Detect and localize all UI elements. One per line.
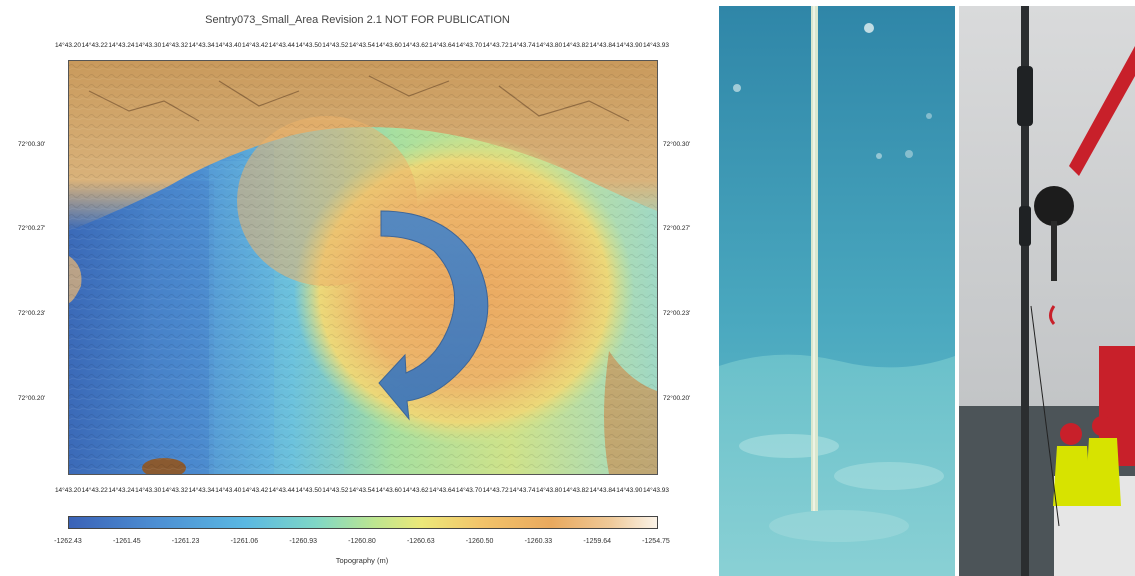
longitude-tick-label: 14°43.42 <box>242 487 269 494</box>
longitude-tick-label: 14°43.90 <box>616 42 643 49</box>
longitude-tick-label: 14°43.22 <box>81 487 108 494</box>
ship-deck-photo <box>959 6 1135 576</box>
longitude-tick-label: 14°43.70 <box>455 42 482 49</box>
colorbar-tick-label: -1262.43 <box>54 538 82 545</box>
longitude-tick-label: 14°43.84 <box>589 487 616 494</box>
latitude-tick-label: 72°00.23' <box>663 310 691 317</box>
longitude-tick-label: 14°43.72 <box>482 42 509 49</box>
longitude-tick-label: 14°43.40 <box>215 487 242 494</box>
longitude-tick-label: 14°43.52 <box>322 42 349 49</box>
colorbar-ticks: -1262.43 -1261.45 -1261.23 -1261.06 -1260.93… <box>54 538 670 550</box>
latitude-tick-label: 72°00.20' <box>18 395 46 402</box>
longitude-tick-label: 14°43.90 <box>616 487 643 494</box>
longitude-tick-label: 14°43.74 <box>509 487 536 494</box>
colorbar-tick-label: -1260.80 <box>348 538 376 545</box>
longitude-tick-label: 14°43.64 <box>429 487 456 494</box>
bathymetry-map <box>68 60 658 475</box>
longitude-tick-label: 14°43.54 <box>348 42 376 49</box>
crew-member <box>1085 438 1121 506</box>
longitude-tick-label: 14°43.20 <box>54 42 82 49</box>
colorbar-tick-label: -1260.50 <box>465 538 494 545</box>
longitude-tick-label: 14°43.80 <box>536 487 563 494</box>
longitude-tick-label: 14°43.62 <box>402 42 429 49</box>
longitude-tick-label: 14°43.24 <box>108 42 135 49</box>
longitude-tick-label: 14°43.84 <box>589 42 616 49</box>
longitude-tick-label: 14°43.50 <box>295 42 322 49</box>
seafloor-core-photo <box>719 6 955 576</box>
longitude-tick-label: 14°43.74 <box>509 42 536 49</box>
longitude-tick-label: 14°43.30 <box>135 487 162 494</box>
longitude-tick-label: 14°43.82 <box>562 42 589 49</box>
longitude-tick-label: 14°43.93 <box>642 42 670 49</box>
longitude-tick-label: 14°43.44 <box>268 42 295 49</box>
longitude-tick-label: 14°43.60 <box>375 487 402 494</box>
colorbar-tick-label: -1260.93 <box>289 538 318 545</box>
latitude-tick-label: 72°00.27' <box>663 225 691 232</box>
latitude-tick-label: 72°00.30' <box>18 141 46 148</box>
bathymetry-map-panel: Sentry073_Small_Area Revision 2.1 NOT FO… <box>18 14 700 565</box>
longitude-tick-label: 14°43.32 <box>161 487 188 494</box>
colorbar-label: Topography (m) <box>335 556 389 565</box>
colorbar-tick-label: -1260.33 <box>524 538 553 545</box>
map-title: Sentry073_Small_Area Revision 2.1 NOT FO… <box>205 14 510 26</box>
longitude-tick-label: 14°43.62 <box>402 487 429 494</box>
longitude-tick-label: 14°43.30 <box>135 42 162 49</box>
longitude-tick-label: 14°43.54 <box>348 487 376 494</box>
longitude-tick-label: 14°43.32 <box>161 42 188 49</box>
longitude-tick-label: 14°43.82 <box>562 487 589 494</box>
latitude-tick-label: 72°00.30' <box>663 141 691 148</box>
longitude-tick-label: 14°43.34 <box>188 487 215 494</box>
longitude-tick-label: 14°43.34 <box>188 42 215 49</box>
topography-colorbar <box>68 516 658 529</box>
longitude-tick-label: 14°43.52 <box>322 487 349 494</box>
longitude-tick-label: 14°43.44 <box>268 487 295 494</box>
latitude-tick-label: 72°00.27' <box>18 225 46 232</box>
longitude-tick-label: 14°43.60 <box>375 42 402 49</box>
colorbar-tick-label: -1261.06 <box>230 538 259 545</box>
flow-arrow <box>378 210 489 421</box>
crane-arm <box>1069 46 1135 176</box>
crew-member <box>1053 446 1091 506</box>
core-pole <box>1021 6 1029 576</box>
colorbar-tick-label: -1261.45 <box>112 538 141 545</box>
colorbar-tick-label: -1261.23 <box>171 538 200 545</box>
longitude-tick-label: 14°43.50 <box>295 487 322 494</box>
latitude-tick-label: 72°00.23' <box>18 310 46 317</box>
longitude-tick-label: 14°43.40 <box>215 42 242 49</box>
longitude-axis-top: 14°43.20 14°43.22 14°43.24 14°43.30 14°43.32… <box>40 42 700 54</box>
colorbar-tick-label: -1260.63 <box>406 538 435 545</box>
longitude-tick-label: 14°43.20 <box>54 487 82 494</box>
longitude-tick-label: 14°43.24 <box>108 487 135 494</box>
longitude-tick-label: 14°43.72 <box>482 487 509 494</box>
colorbar-tick-label: -1259.64 <box>583 538 612 545</box>
longitude-tick-label: 14°43.42 <box>242 42 269 49</box>
longitude-axis-bottom: 14°43.20 14°43.22 14°43.24 14°43.30 14°43.32… <box>40 487 700 499</box>
longitude-tick-label: 14°43.22 <box>81 42 108 49</box>
colorbar-tick-label: -1254.75 <box>642 538 670 545</box>
latitude-tick-label: 72°00.20' <box>663 395 691 402</box>
longitude-tick-label: 14°43.80 <box>536 42 563 49</box>
longitude-tick-label: 14°43.93 <box>642 487 670 494</box>
longitude-tick-label: 14°43.64 <box>429 42 456 49</box>
longitude-tick-label: 14°43.70 <box>455 487 482 494</box>
